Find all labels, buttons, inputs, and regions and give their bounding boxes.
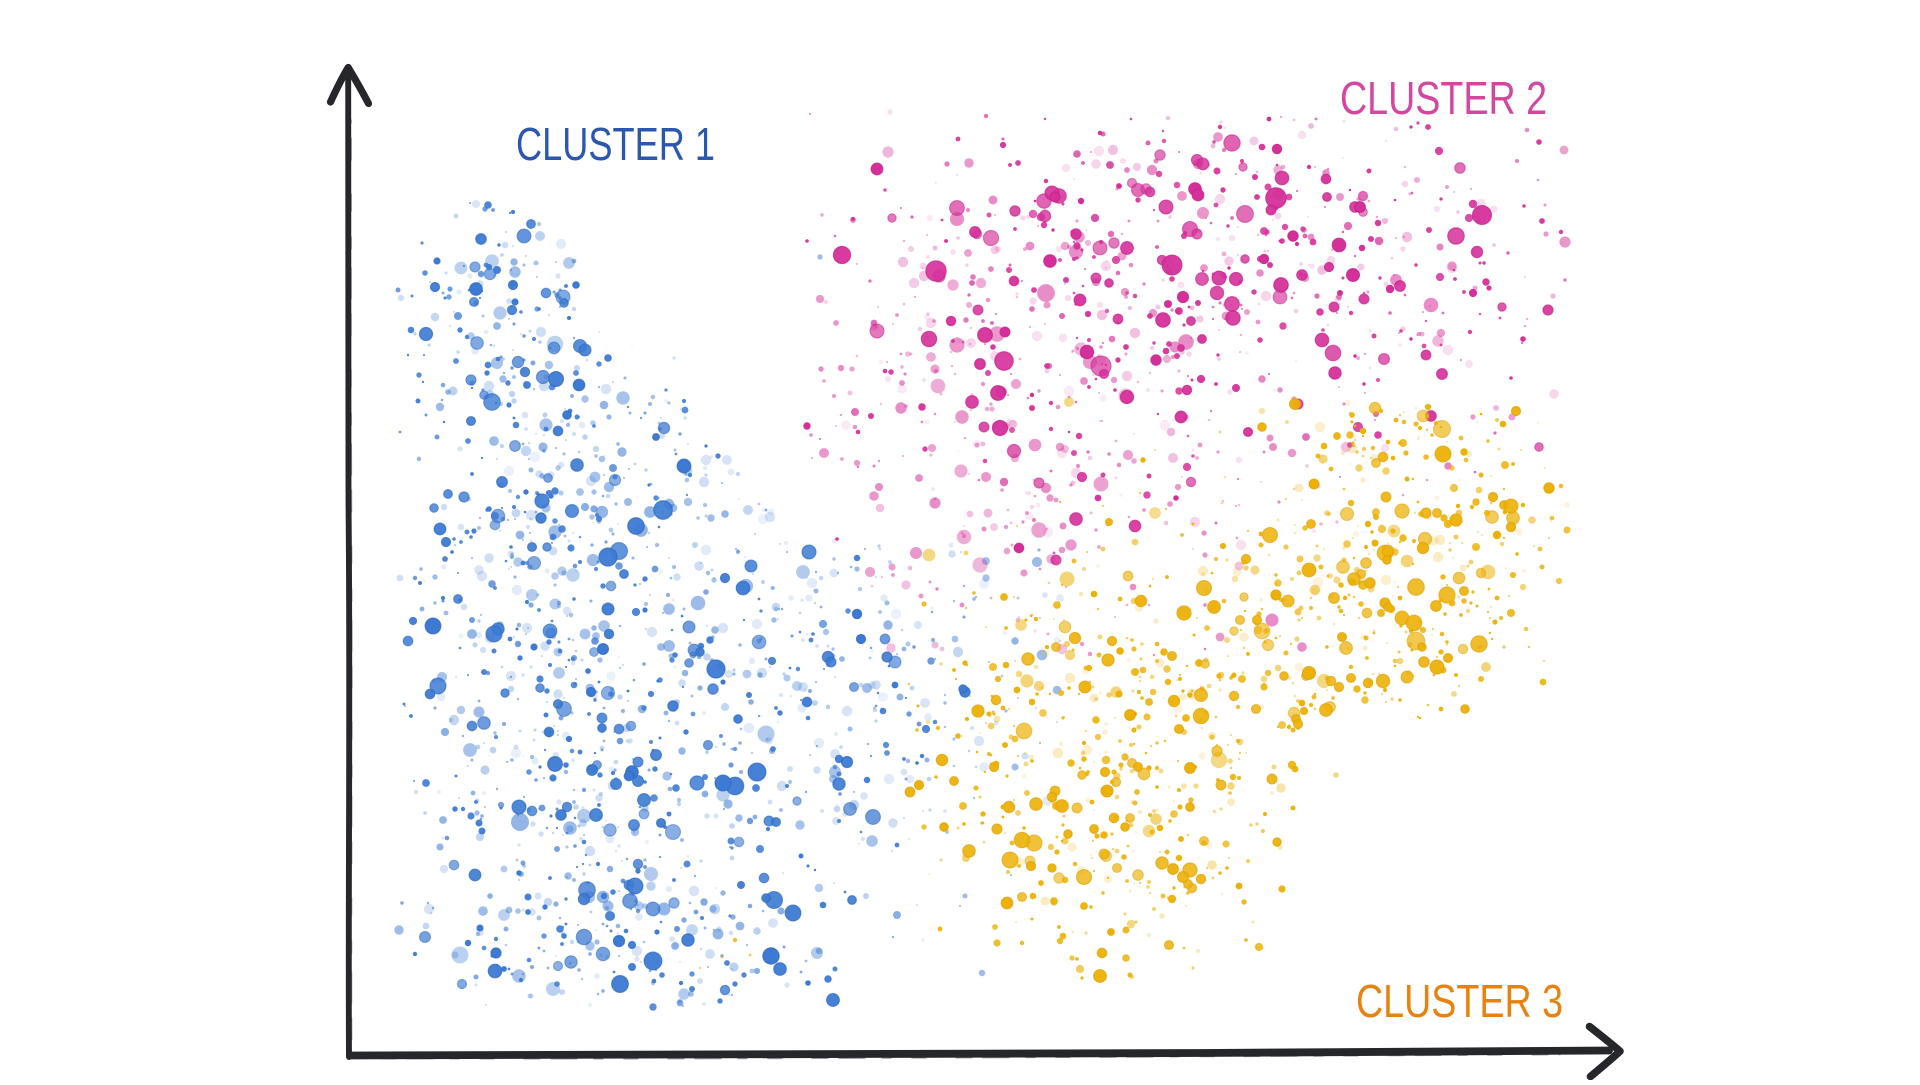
svg-text:CLUSTER 2: CLUSTER 2	[1340, 72, 1547, 124]
svg-text:CLUSTER 3: CLUSTER 3	[1356, 975, 1563, 1027]
svg-text:CLUSTER 1: CLUSTER 1	[516, 118, 715, 170]
